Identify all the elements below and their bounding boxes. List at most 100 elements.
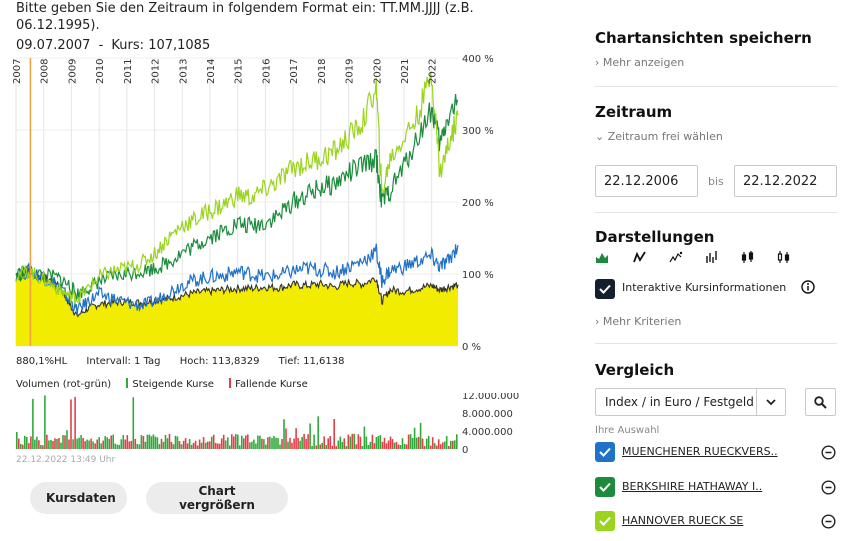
compare-category-select[interactable]: Index / in Euro / Festgeld: [595, 388, 757, 416]
volume-bar: [96, 439, 98, 449]
volume-y-tick: 12.000.000: [462, 393, 519, 402]
volume-bar: [349, 436, 352, 449]
volume-bar: [124, 439, 127, 449]
volume-bar: [192, 442, 195, 449]
volume-bar: [279, 444, 281, 449]
volume-bar: [152, 434, 155, 449]
volume-bar: [90, 438, 92, 449]
volume-bar: [241, 435, 243, 449]
kursinfo-checkbox[interactable]: [595, 279, 615, 299]
volume-bar: [68, 439, 70, 449]
select-dropdown-button[interactable]: [756, 388, 786, 416]
volume-bar: [186, 443, 189, 449]
volume-legend-down: Fallende Kurse: [235, 379, 308, 390]
ohlc-bar-icon[interactable]: [705, 250, 719, 264]
point-date: 09.07.2007: [16, 38, 91, 53]
volume-bar: [106, 437, 108, 449]
volume-bar: [297, 437, 299, 449]
volume-bar: [377, 436, 380, 449]
mehr-kriterien-link[interactable]: › Mehr Kriterien: [595, 315, 681, 328]
volume-bar: [160, 438, 163, 449]
volume-bar: [194, 440, 197, 449]
volume-bar: [365, 436, 368, 449]
volume-bar: [247, 434, 249, 449]
volume-bar: [347, 434, 350, 449]
save-views-title: Chartansichten speichern: [595, 29, 812, 47]
mehr-anzeigen-link[interactable]: › Mehr anzeigen: [595, 56, 684, 69]
volume-bar: [60, 442, 62, 449]
x-tick-label: 2018: [317, 59, 328, 84]
x-tick-label: 2020: [372, 59, 383, 84]
comparison-name[interactable]: MUENCHENER RUECKVERS..: [622, 445, 778, 458]
volume-bar: [351, 433, 354, 449]
x-tick-label: 2013: [178, 59, 189, 84]
volume-bar: [271, 438, 273, 449]
area-chart-icon[interactable]: [595, 250, 609, 264]
comparison-name[interactable]: BERKSHIRE HATHAWAY I..: [622, 480, 763, 493]
volume-bar: [34, 439, 36, 449]
remove-circle-icon[interactable]: [821, 514, 836, 529]
chevron-right-icon: ›: [595, 315, 600, 328]
chevron-down-icon: [766, 398, 776, 405]
compare-search-button[interactable]: [805, 388, 836, 416]
volume-bar: [359, 436, 362, 449]
volume-bar: [233, 436, 235, 449]
comparison-item: HANNOVER RUECK SE: [595, 511, 837, 535]
remove-circle-icon[interactable]: [821, 480, 836, 495]
y-tick-label: 100 %: [462, 270, 494, 281]
volume-bar: [391, 439, 394, 449]
hollow-candle-icon[interactable]: [777, 250, 791, 264]
volume-bar: [285, 428, 287, 449]
volume-bar: [158, 444, 161, 449]
volume-bar: [48, 440, 50, 449]
volume-bar: [329, 436, 331, 449]
comparison-name[interactable]: HANNOVER RUECK SE: [622, 514, 744, 527]
volume-chart: 12.000.000 8.000.000 4.000.000 0: [16, 393, 519, 453]
price-chart[interactable]: 2007 2008 2009 2010 2011 2012 2013 2014 2015 2016…: [0, 54, 520, 352]
volume-bar: [323, 436, 325, 449]
kursdaten-button[interactable]: Kursdaten: [30, 482, 127, 514]
volume-bar: [335, 446, 337, 449]
candlestick-icon[interactable]: [741, 250, 755, 264]
volume-bar: [269, 436, 271, 449]
volume-bar: [249, 442, 251, 449]
volume-bar: [355, 444, 358, 449]
date-from-input[interactable]: [595, 165, 698, 197]
volume-bar: [397, 444, 400, 449]
volume-bar: [94, 443, 96, 449]
volume-bar: [86, 439, 88, 449]
volume-bar: [229, 445, 231, 449]
remove-circle-icon[interactable]: [821, 445, 836, 460]
volume-bar: [76, 438, 78, 449]
comparison-checkbox[interactable]: [595, 477, 615, 497]
zeitraum-frei-link[interactable]: ⌄ Zeitraum frei wählen: [595, 130, 723, 143]
point-kurs-label: Kurs:: [111, 38, 145, 53]
comparison-checkbox[interactable]: [595, 442, 615, 462]
volume-bar: [448, 446, 450, 449]
chart-enlarge-button[interactable]: Chart vergrößern: [146, 482, 288, 514]
volume-bar: [317, 416, 319, 449]
mountain-line-icon[interactable]: [669, 250, 683, 264]
volume-bar: [184, 438, 187, 449]
zeitraum-title: Zeitraum: [595, 103, 673, 121]
volume-bar: [299, 440, 301, 449]
line-chart-icon[interactable]: [633, 250, 647, 264]
volume-bar: [454, 440, 456, 449]
volume-bar: [277, 438, 279, 449]
volume-bar: [303, 433, 305, 449]
volume-y-tick: 0: [462, 445, 468, 453]
comparison-item: MUENCHENER RUECKVERS..: [595, 442, 837, 466]
stat-tief: Tief: 11,6138: [278, 356, 345, 367]
date-to-input[interactable]: [734, 165, 837, 197]
volume-bar: [216, 443, 219, 449]
info-icon[interactable]: [801, 280, 815, 294]
volume-bar: [214, 442, 217, 449]
stat-hoch: Hoch: 113,8329: [179, 356, 260, 367]
date-format-hint: Bitte geben Sie den Zeitraum in folgende…: [16, 1, 474, 33]
volume-bar: [235, 434, 237, 449]
volume-bar: [239, 445, 241, 449]
volume-bar: [417, 436, 420, 449]
comparison-checkbox[interactable]: [595, 511, 615, 531]
volume-bar: [30, 436, 32, 449]
volume-bar: [409, 434, 412, 449]
